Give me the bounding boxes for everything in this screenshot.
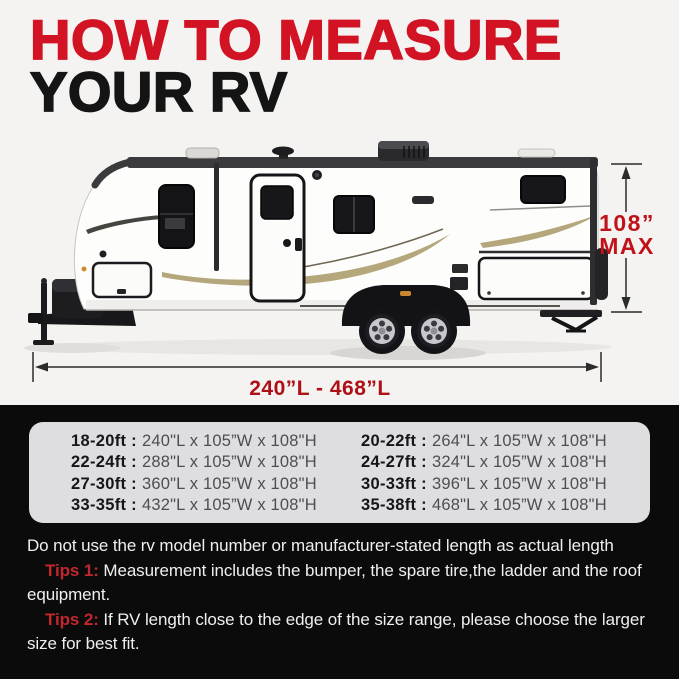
size-chart-left-column: 18-20ft :240"L x 105”W x 108"H 22-24ft :… [71,431,345,523]
size-chart-row: 27-30ft :360"L x 105”W x 108"H [71,474,345,495]
size-chart-row: 33-35ft :432"L x 105”W x 108"H [71,495,345,516]
utility-hatch-small [452,264,468,273]
size-chart: 18-20ft :240"L x 105”W x 108"H 22-24ft :… [29,422,650,523]
size-dimensions: 324"L x 105”W x 108"H [431,453,607,472]
length-dimension-label: 240”L - 468”L [249,377,391,400]
front-sensor-dot [99,250,107,258]
rv-baggage-door [91,261,153,299]
height-dimension-label: 108” MAX [587,212,667,258]
tip-1-text: Measurement includes the bumper, the spa… [27,560,642,605]
size-dimensions: 360"L x 105”W x 108"H [141,474,317,493]
size-range: 35-38ft : [361,495,427,514]
size-range: 33-35ft : [71,495,137,514]
rv-front-window [158,184,195,249]
size-dimensions: 468"L x 105”W x 108"H [431,495,607,514]
wall-vent-center [315,173,319,177]
rv-rear-trim [590,158,608,305]
size-chart-row: 22-24ft :288"L x 105”W x 108"H [71,452,345,473]
size-range: 20-22ft : [361,432,427,450]
size-range: 27-30ft : [71,474,137,493]
tip-2: Tips 2: If RV length close to the edge o… [27,608,654,657]
tip-1-label: Tips 1: [45,560,99,580]
tip-2-label: Tips 2: [45,609,99,629]
page-title-line2: YOUR RV [29,60,288,123]
rv-awning-arm [214,163,219,271]
size-chart-right-column: 20-22ft :264"L x 105”W x 108"H 24-27ft :… [361,431,607,523]
height-qualifier: MAX [599,233,655,259]
rv-grab-handle [412,196,434,204]
length-dimension-arrow [32,352,602,382]
size-chart-row: 18-20ft :240"L x 105”W x 108"H [71,431,345,452]
size-dimensions: 432"L x 105”W x 108"H [141,495,317,514]
size-chart-row: 24-27ft :324"L x 105”W x 108"H [361,452,607,473]
size-dimensions: 264"L x 105”W x 108"H [431,432,607,450]
size-range: 22-24ft : [71,453,137,472]
rv-entry-door [249,173,306,303]
tip-1: Tips 1: Measurement includes the bumper,… [27,559,654,608]
rv-shadow [24,339,612,360]
height-value: 108” [599,210,655,236]
utility-hatch [450,277,468,290]
front-marker-light [81,266,87,272]
tip-2-text: If RV length close to the edge of the si… [27,609,645,654]
rv-wheels [341,285,471,354]
rv-roof [91,141,598,189]
size-chart-row: 35-38ft :468"L x 105”W x 108"H [361,495,607,516]
page-title: HOW TO MEASURE YOUR RV [29,8,562,123]
warning-text: Do not use the rv model number or manufa… [27,536,614,555]
rv-cargo-door [477,250,595,301]
page-title-line1: HOW TO MEASURE [29,8,562,71]
size-dimensions: 396"L x 105”W x 108"H [431,474,607,493]
size-range: 18-20ft : [71,432,137,450]
size-dimensions: 288"L x 105”W x 108"H [141,453,317,472]
rv-illustration [24,141,642,382]
rv-mid-window [333,195,375,234]
roof-vent-icon [272,146,294,159]
size-chart-row: 30-33ft :396"L x 105”W x 108"H [361,474,607,495]
measure-diagram-section: HOW TO MEASURE YOUR RV [24,8,667,400]
size-range: 24-27ft : [361,453,427,472]
info-section: 18-20ft :240"L x 105”W x 108"H 22-24ft :… [0,405,679,679]
rv-bumper [540,310,602,333]
rv-rear-window [520,175,566,204]
height-dimension-arrow [611,163,642,313]
roof-ac-unit [378,141,429,161]
size-dimensions: 240"L x 105”W x 108"H [141,432,317,450]
size-range: 30-33ft : [361,474,427,493]
usage-notes: Do not use the rv model number or manufa… [27,534,654,657]
size-chart-row: 20-22ft :264"L x 105”W x 108"H [361,431,607,452]
